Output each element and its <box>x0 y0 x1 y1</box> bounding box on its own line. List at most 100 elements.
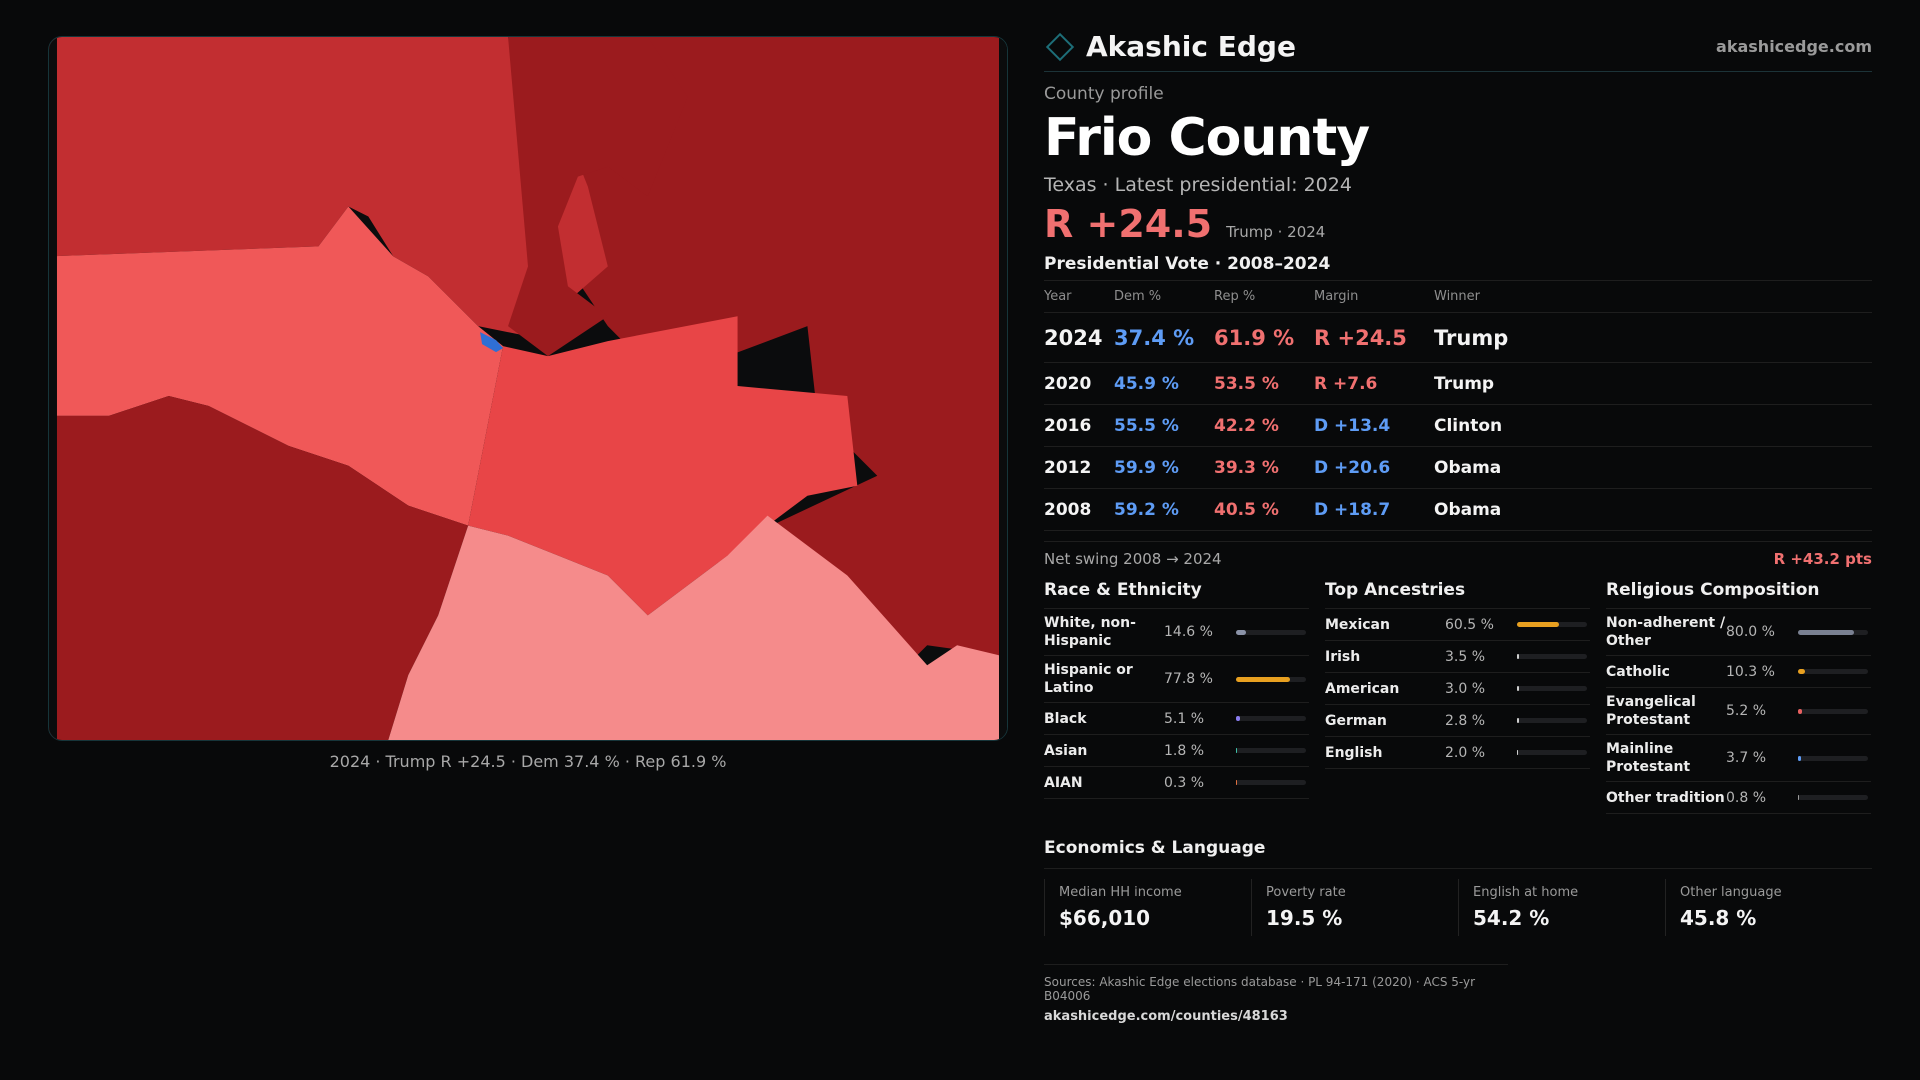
vote-year: 2016 <box>1044 415 1092 436</box>
ancestry-bar-track <box>1517 750 1587 755</box>
ancestry-label: Mexican <box>1325 616 1390 633</box>
vote-year: 2020 <box>1044 373 1092 394</box>
ancestry-title: Top Ancestries <box>1325 580 1590 609</box>
col-margin: Margin <box>1314 289 1359 304</box>
race-bar-fill <box>1236 780 1238 785</box>
ancestry-bar-track <box>1517 622 1587 627</box>
precinct-blue-sliver[interactable] <box>480 332 504 353</box>
race-value: 0.3 % <box>1164 774 1205 791</box>
demographics: Race & Ethnicity White, non-Hispanic 14.6… <box>1044 580 1872 814</box>
race-row: Asian 1.8 % <box>1044 735 1309 767</box>
economics-title: Economics & Language <box>1044 838 1872 869</box>
religion-value: 3.7 % <box>1726 750 1767 766</box>
econ-card: English at home 54.2 % <box>1458 879 1665 936</box>
race-label: Asian <box>1044 742 1088 759</box>
vote-margin: D +13.4 <box>1314 415 1391 436</box>
vote-dem: 37.4 % <box>1114 325 1195 350</box>
ancestry-bar-fill <box>1517 622 1560 627</box>
religion-label: Mainline Protestant <box>1606 741 1691 775</box>
race-row: White, non-Hispanic 14.6 % <box>1044 609 1309 656</box>
econ-label: Median HH income <box>1059 885 1182 900</box>
vote-rep: 42.2 % <box>1214 415 1279 436</box>
race-value: 77.8 % <box>1164 671 1213 687</box>
vote-winner: Trump <box>1434 373 1495 394</box>
ancestry-row: Irish 3.5 % <box>1325 641 1590 673</box>
brand[interactable]: Akashic Edge <box>1044 30 1296 63</box>
religion-bar-fill <box>1798 629 1854 635</box>
religion-label: Catholic <box>1606 663 1670 680</box>
county-url-link[interactable]: akashicedge.com/counties/48163 <box>1044 1009 1288 1024</box>
ancestry-label: English <box>1325 744 1383 761</box>
ancestry-label: German <box>1325 712 1387 729</box>
race-value: 5.1 % <box>1164 710 1205 727</box>
race-bar-track <box>1236 716 1306 721</box>
ancestry-bar-fill <box>1517 686 1520 691</box>
precinct-northwest[interactable] <box>49 37 608 337</box>
econ-card: Poverty rate 19.5 % <box>1251 879 1458 936</box>
brand-bar: Akashic Edge akashicedge.com <box>1044 30 1872 72</box>
race-bar-fill <box>1236 629 1247 635</box>
swing-value: R +43.2 pts <box>1773 550 1872 568</box>
vote-year: 2024 <box>1044 325 1103 350</box>
vote-dem: 45.9 % <box>1114 373 1179 394</box>
econ-card: Other language 45.8 % <box>1665 879 1872 936</box>
econ-card: Median HH income $66,010 <box>1044 879 1251 936</box>
religion-row: Non-adherent / Other 80.0 % <box>1606 609 1871 656</box>
religion-row: Catholic 10.3 % <box>1606 656 1871 688</box>
ancestry-bar-fill <box>1517 718 1519 723</box>
brand-url-link[interactable]: akashicedge.com <box>1716 37 1872 56</box>
vote-rep: 61.9 % <box>1214 325 1295 350</box>
race-ethnicity: Race & Ethnicity White, non-Hispanic 14.6… <box>1044 580 1309 814</box>
race-row: AIAN 0.3 % <box>1044 767 1309 799</box>
vote-winner: Obama <box>1434 499 1502 520</box>
margin-value: R +24.5 <box>1044 202 1213 246</box>
vote-row-2020[interactable]: 2020 45.9 % 53.5 % R +7.6 Trump <box>1044 363 1872 405</box>
headline-margin: R +24.5 Trump · 2024 <box>1044 202 1872 246</box>
econ-label: English at home <box>1473 885 1579 900</box>
vote-row-2008[interactable]: 2008 59.2 % 40.5 % D +18.7 Obama <box>1044 489 1872 531</box>
religion-label: Other tradition <box>1606 789 1725 806</box>
vote-rep: 39.3 % <box>1214 457 1279 478</box>
vote-margin: D +18.7 <box>1314 499 1391 520</box>
vote-row-2016[interactable]: 2016 55.5 % 42.2 % D +13.4 Clinton <box>1044 405 1872 447</box>
religious-composition: Religious Composition Non-adherent / Oth… <box>1606 580 1871 814</box>
religion-bar-fill <box>1798 708 1802 714</box>
race-bar-track <box>1236 748 1306 753</box>
precinct-west-central[interactable] <box>49 206 504 526</box>
map-caption: 2024 · Trump R +24.5 · Dem 37.4 % · Rep … <box>329 752 727 771</box>
religion-label: Evangelical Protestant <box>1606 694 1696 728</box>
ancestry-value: 3.5 % <box>1445 648 1486 665</box>
religion-value: 0.8 % <box>1726 789 1767 806</box>
precinct-central[interactable] <box>468 316 858 616</box>
vote-table: Year Dem % Rep % Margin Winner 2024 37.4 … <box>1044 280 1872 531</box>
econ-label: Poverty rate <box>1266 885 1346 900</box>
race-bar-track <box>1236 676 1306 682</box>
ancestry-value: 2.0 % <box>1445 744 1486 761</box>
vote-rep: 40.5 % <box>1214 499 1279 520</box>
ancestry-bar-track <box>1517 686 1587 691</box>
religion-bar-track <box>1798 755 1868 761</box>
vote-row-2012[interactable]: 2012 59.9 % 39.3 % D +20.6 Obama <box>1044 447 1872 489</box>
county-map[interactable] <box>48 36 1008 741</box>
precinct-east[interactable] <box>508 37 1000 676</box>
sources: Sources: Akashic Edge elections database… <box>1044 964 1508 1024</box>
vote-section-title: Presidential Vote · 2008–2024 <box>1044 254 1331 274</box>
vote-winner: Clinton <box>1434 415 1503 436</box>
vote-margin: D +20.6 <box>1314 457 1391 478</box>
precinct-north-central[interactable] <box>508 37 688 357</box>
vote-dem: 59.9 % <box>1114 457 1179 478</box>
brand-name: Akashic Edge <box>1086 30 1296 63</box>
religion-bar-track <box>1798 669 1868 674</box>
col-winner: Winner <box>1434 289 1481 304</box>
econ-label: Other language <box>1680 885 1782 900</box>
precinct-south[interactable] <box>388 515 1000 740</box>
precinct-southwest[interactable] <box>49 395 469 740</box>
swing-label: Net swing 2008 → 2024 <box>1044 550 1222 568</box>
religion-title: Religious Composition <box>1606 580 1871 609</box>
county-panel: Akashic Edge akashicedge.com County prof… <box>1044 30 1872 1024</box>
col-year: Year <box>1044 289 1072 304</box>
ancestry-bar-fill <box>1517 750 1519 755</box>
top-ancestries: Top Ancestries Mexican 60.5 % Irish 3.5 % Am… <box>1325 580 1590 814</box>
vote-row-2024[interactable]: 2024 37.4 % 61.9 % R +24.5 Trump <box>1044 313 1872 363</box>
race-label: AIAN <box>1044 774 1083 791</box>
